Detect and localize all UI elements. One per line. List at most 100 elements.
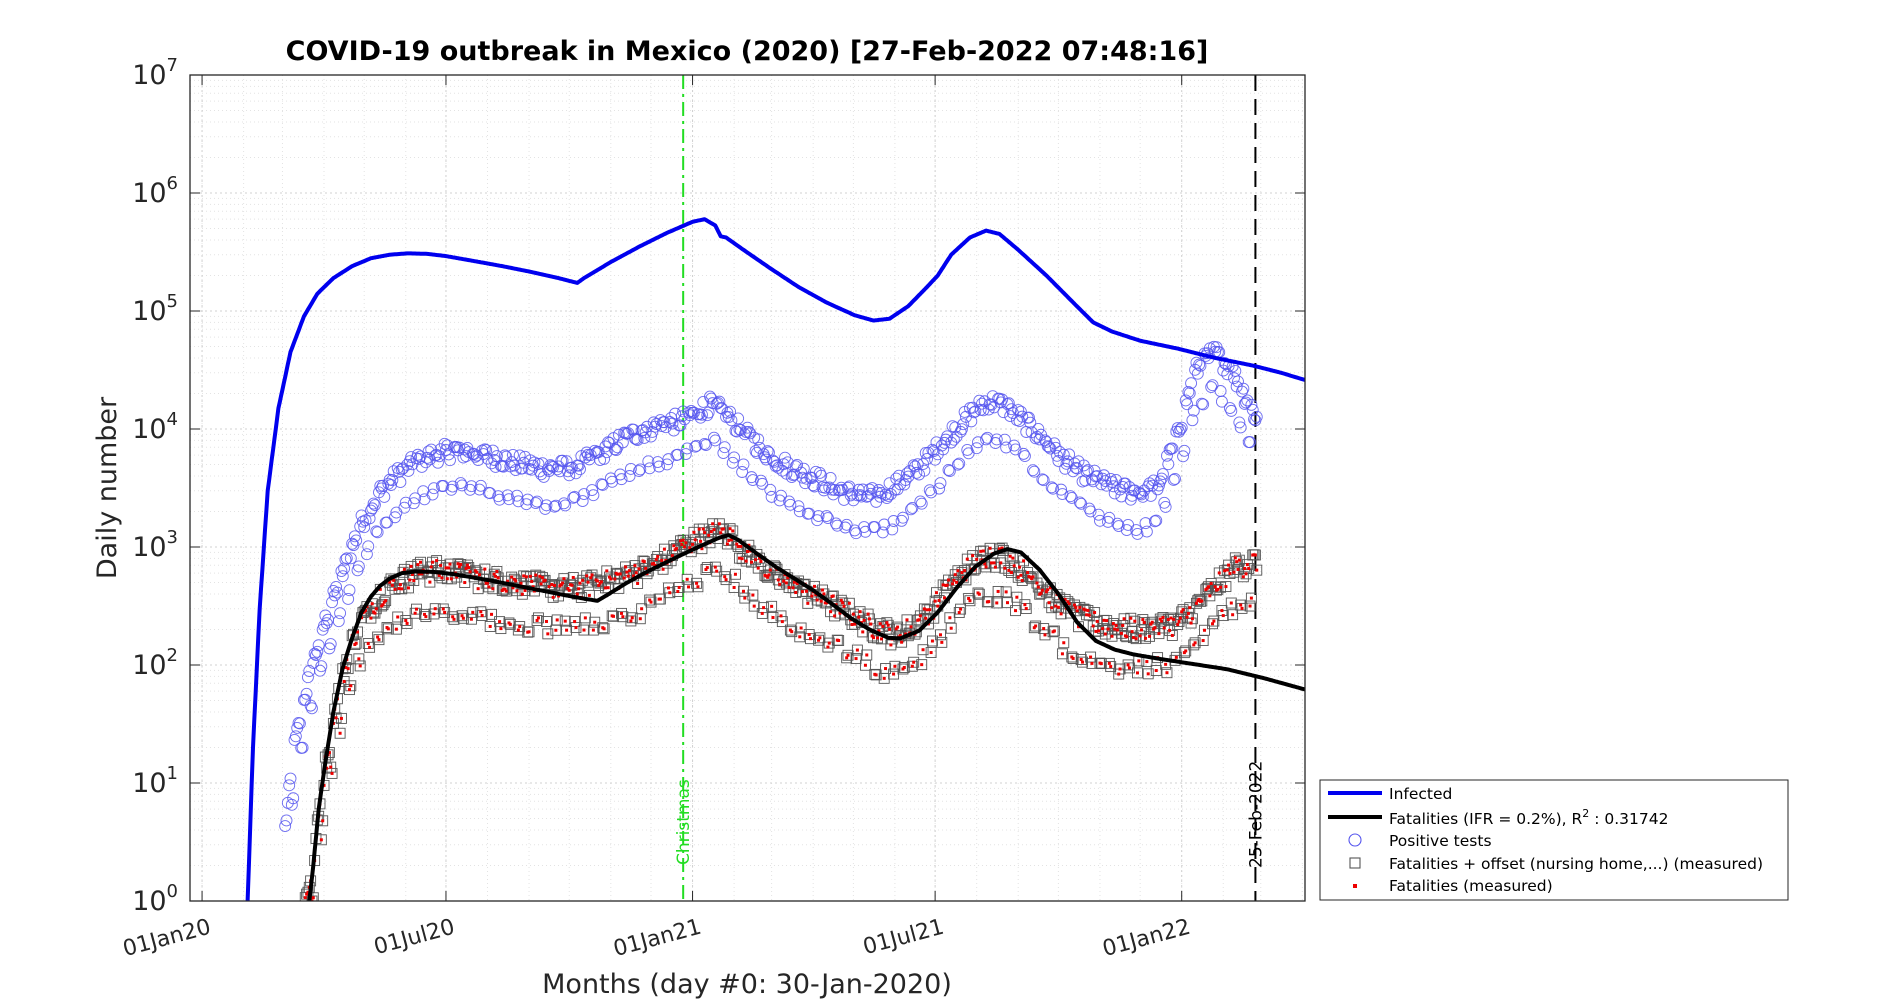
legend-fatalities-offset-label: Fatalities + offset (nursing home,...) (…: [1389, 855, 1763, 873]
positive-test-marker: [815, 469, 828, 482]
positive-test-marker: [835, 481, 848, 494]
fatalities-offset-marker: [963, 592, 975, 604]
positive-test-marker: [402, 465, 415, 477]
legend-infected-label: Infected: [1389, 785, 1452, 803]
fatalities-measured-marker: [444, 566, 448, 570]
fatalities-offset-marker: [790, 587, 802, 598]
fatalities-measured-marker: [591, 628, 595, 632]
fatalities-measured-marker: [428, 580, 432, 584]
fatalities-measured-marker: [725, 542, 729, 546]
fatalities-measured-marker: [377, 638, 381, 642]
fatalities-offset-marker: [390, 623, 402, 635]
fatalities-measured-marker: [388, 580, 392, 584]
fatalities-measured-marker: [311, 896, 315, 900]
fatalities-measured-marker: [878, 622, 882, 626]
fatalities-measured-marker: [1170, 633, 1174, 637]
positive-test-marker: [998, 433, 1011, 446]
reference-lines: [682, 75, 1257, 901]
fatalities-measured-marker: [1223, 569, 1227, 573]
fatalities-measured-marker: [1245, 563, 1249, 567]
positive-test-marker: [1185, 377, 1198, 390]
fatalities-measured-marker: [622, 576, 626, 580]
positive-test-marker: [882, 489, 895, 502]
positive-test-marker: [624, 462, 637, 475]
fatalities-measured-marker: [520, 592, 524, 596]
positive-test-marker: [1250, 410, 1263, 423]
fatalities-measured-marker: [1003, 566, 1007, 570]
positive-test-marker: [1049, 441, 1062, 454]
positive-test-marker: [586, 484, 598, 497]
fatalities-offset-marker: [1211, 584, 1223, 596]
fatalities-measured-marker: [1102, 618, 1106, 622]
fatalities-measured-marker: [1109, 665, 1113, 669]
y-tick-label-base: 10: [132, 178, 166, 209]
fatalities-offset-marker: [1056, 648, 1068, 660]
fatalities-measured-marker: [629, 619, 633, 623]
fatalities-offset-marker: [578, 624, 590, 636]
positive-test-marker: [409, 492, 422, 505]
positive-test-marker: [512, 495, 525, 508]
fatalities-measured-marker: [349, 684, 353, 688]
fatalities-measured-marker: [884, 667, 888, 671]
fatalities-measured-marker: [1107, 661, 1111, 665]
fatalities-measured-marker: [676, 589, 680, 593]
fatalities-measured-marker: [870, 634, 874, 638]
fatalities-offset-marker: [1058, 637, 1070, 649]
fatalities-measured-marker: [1232, 570, 1236, 574]
fatalities-measured-marker: [768, 568, 772, 572]
fatalities-measured-marker: [1244, 572, 1248, 576]
fatalities-offset-marker: [456, 610, 468, 622]
positive-test-marker: [914, 495, 927, 508]
fatalities-measured-marker: [928, 608, 932, 612]
positive-test-marker: [954, 425, 967, 438]
fatalities-measured-marker: [423, 612, 427, 616]
fatalities-measured-marker: [649, 600, 653, 604]
fatalities-measured-marker: [319, 838, 323, 842]
fatalities-measured-marker: [503, 587, 507, 591]
fatalities-measured-marker: [396, 615, 400, 619]
fatalities-measured-marker: [685, 577, 689, 581]
y-tick-label-exponent: 1: [167, 763, 178, 784]
positive-test-marker: [724, 405, 737, 418]
fatalities-measured-marker: [788, 628, 792, 632]
fatalities-offset-marker: [1154, 613, 1166, 625]
positive-test-marker: [1182, 385, 1195, 398]
fatalities-offset-marker: [652, 551, 664, 562]
fatalities-measured-marker: [987, 600, 991, 604]
fatalities-measured-marker: [443, 610, 447, 614]
fatalities-measured-marker: [999, 561, 1003, 565]
fatalities-offset-marker: [559, 615, 571, 627]
positive-test-marker: [934, 477, 947, 490]
positive-test-marker: [1004, 410, 1017, 423]
positive-test-marker: [289, 730, 302, 743]
fatalities-offset-marker: [719, 571, 731, 583]
positive-test-marker: [343, 584, 356, 597]
fatalities-measured-marker: [590, 573, 594, 577]
positive-test-marker: [1048, 437, 1061, 450]
fatalities-measured-marker: [1085, 613, 1089, 617]
fatalities-measured-marker: [833, 614, 837, 618]
positive-test-marker: [331, 586, 344, 599]
fatalities-measured-marker: [662, 547, 666, 551]
fatalities-offset-marker: [1034, 588, 1046, 600]
fatalities-measured-marker: [414, 607, 418, 611]
fatalities-measured-marker: [732, 585, 736, 589]
fatalities-offset-marker: [636, 603, 648, 615]
positive-test-marker: [713, 395, 726, 408]
y-tick-label-exponent: 3: [167, 527, 178, 548]
fatalities-measured-marker: [464, 566, 468, 570]
fatalities-measured-marker: [721, 527, 725, 531]
fatalities-offset-marker: [1203, 581, 1214, 593]
positive-test-marker: [578, 488, 590, 500]
fatalities-measured-marker: [518, 625, 522, 629]
fatalities-measured-marker: [439, 563, 443, 567]
fatalities-measured-marker: [653, 563, 657, 567]
positive-test-marker: [762, 446, 775, 459]
fatalities-offset-marker: [1095, 658, 1107, 670]
fatalities-offset-marker: [380, 595, 392, 607]
fatalities-measured-marker: [586, 580, 590, 584]
fatalities-offset-marker: [616, 607, 627, 619]
fatalities-measured-marker: [957, 611, 961, 615]
fatalities-measured-marker: [1172, 617, 1176, 621]
fatalities-measured-marker: [1089, 655, 1093, 659]
